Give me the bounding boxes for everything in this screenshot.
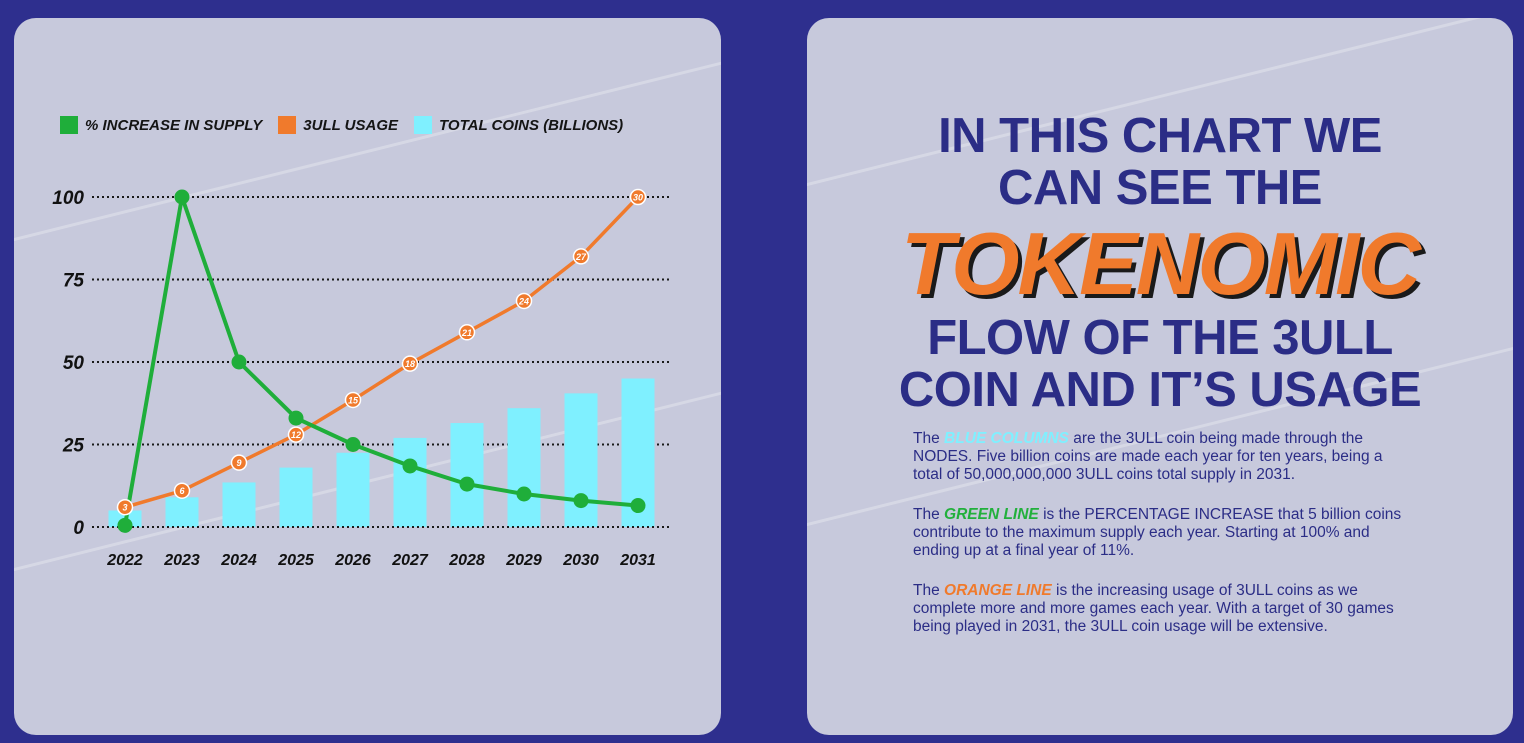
x-tick-label: 2028 [448,552,485,569]
bar [450,423,484,527]
data-point-supply [117,517,133,533]
data-point-supply [231,354,247,370]
y-tick-label: 25 [62,436,85,457]
paragraph-lead: The [913,582,940,599]
data-label-usage: 30 [633,193,643,203]
series-line-usage [124,195,640,509]
headline: IN THIS CHART WE CAN SEE THE TOKENOMIC F… [807,110,1513,416]
headline-line-3: FLOW OF THE 3ULL [927,311,1393,365]
data-label-usage: 12 [291,430,301,440]
paragraph-orange-line: The ORANGE LINE is the increasing usage … [913,582,1413,636]
paragraph-body: is the PERCENTAGE INCREASE that 5 billio… [913,506,1402,559]
data-point-usage [344,391,362,409]
data-label-usage: 21 [461,328,472,338]
paragraph-body: is the increasing usage of 3ULL coins as… [913,582,1394,635]
headline-line-1: IN THIS CHART WE [938,109,1382,163]
data-point-supply [516,486,532,502]
data-label-usage: 24 [518,296,529,306]
legend-swatch-cyan [414,116,433,134]
headline-line-2: CAN SEE THE [998,161,1322,215]
x-tick-label: 2026 [334,552,371,569]
legend-swatch-green [60,116,78,134]
data-point-supply [459,476,475,492]
paragraph-body: are the 3ULL coin being made through the… [913,430,1383,483]
data-label-usage: 9 [236,458,241,468]
headline-accent: TOKENOMIC [900,214,1421,313]
legend-item-total: TOTAL COINS (BILLIONS) [414,116,623,134]
chart-plot: 0 25 50 75 100 2022 2023 2024 2025 2026 2027 2028 20… [52,188,669,569]
text-panel: IN THIS CHART WE CAN SEE THE TOKENOMIC F… [807,18,1513,735]
data-point-supply [630,498,646,514]
bar [279,467,313,527]
data-point-usage [458,324,476,341]
description: The BLUE COLUMNS are the 3ULL coin being… [913,430,1413,658]
highlight-blue-columns: BLUE COLUMNS [944,430,1069,447]
data-point-usage [572,248,590,265]
data-point-usage [116,498,134,516]
bar [336,452,370,527]
data-point-supply [573,493,589,509]
highlight-green-line: GREEN LINE [944,506,1039,523]
x-tick-label: 2031 [619,552,656,569]
paragraph-blue-columns: The BLUE COLUMNS are the 3ULL coin being… [913,430,1413,484]
data-label-usage: 3 [122,503,127,513]
data-label-usage: 27 [575,252,587,262]
bar [222,482,256,527]
legend-label: 3ULL USAGE [303,116,399,134]
paragraph-green-line: The GREEN LINE is the PERCENTAGE INCREAS… [913,506,1413,560]
y-tick-label: 100 [52,188,84,209]
legend-label: % INCREASE IN SUPPLY [85,116,263,134]
x-tick-label: 2029 [505,552,542,569]
data-point-supply [288,410,304,426]
data-point-usage [401,355,419,372]
chart-legend: % INCREASE IN SUPPLY 3ULL USAGE TOTAL CO… [60,116,639,134]
data-label-usage: 18 [405,359,415,369]
legend-item-usage: 3ULL USAGE [278,116,398,134]
bar [393,437,427,527]
headline-line-4: COIN AND IT’S USAGE [898,363,1422,417]
x-tick-label: 2024 [220,552,257,569]
x-tick-label: 2022 [106,552,143,569]
y-tick-label: 75 [63,271,85,292]
data-point-usage [515,292,533,310]
data-point-supply [345,437,361,452]
chart-panel: % INCREASE IN SUPPLY 3ULL USAGE TOTAL CO… [14,18,721,735]
paragraph-lead: The [913,430,940,447]
x-tick-label: 2027 [391,552,429,569]
data-label-usage: 6 [179,486,185,496]
paragraph-lead: The [913,506,940,523]
data-label-usage: 15 [348,395,359,405]
y-tick-label: 0 [73,518,84,539]
bar [507,408,541,527]
legend-swatch-orange [278,116,297,134]
data-point-usage [173,482,191,499]
data-point-usage [629,188,647,206]
legend-item-supply: % INCREASE IN SUPPLY [60,116,262,134]
highlight-orange-line: ORANGE LINE [944,582,1052,599]
data-point-usage [287,426,305,443]
x-tick-label: 2023 [163,552,200,569]
bar [165,497,199,527]
x-tick-label: 2025 [277,552,315,569]
y-tick-label: 50 [63,353,85,374]
legend-label: TOTAL COINS (BILLIONS) [439,116,624,134]
data-point-supply [402,458,418,474]
data-point-supply [174,189,190,205]
data-point-usage [230,454,248,471]
series-line-supply [123,195,639,526]
x-tick-label: 2030 [562,552,599,569]
